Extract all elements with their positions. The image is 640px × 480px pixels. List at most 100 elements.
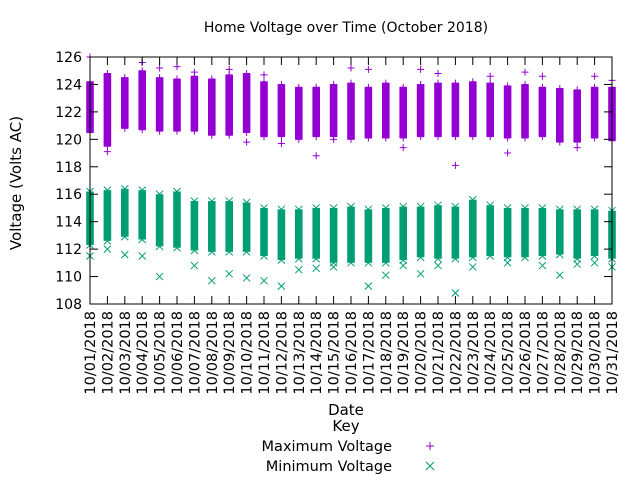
data-band-10/26/2018 [521, 207, 529, 258]
band-bottom-marker [260, 252, 268, 260]
y-tick-label: 108 [55, 297, 82, 313]
data-band-10/29/2018 [573, 209, 581, 259]
x-tick-label: 10/08/2018 [205, 311, 221, 395]
y-tick-label: 124 [55, 77, 82, 93]
band-bottom-marker [538, 252, 547, 260]
data-band-10/22/2018 [451, 83, 460, 137]
band-top-marker [590, 205, 599, 214]
data-band-10/20/2018 [416, 206, 425, 258]
band-top-marker [208, 75, 216, 83]
band-bottom-marker [591, 134, 599, 142]
legend: Key Maximum Voltage Minimum Voltage [262, 417, 435, 475]
data-band-10/11/2018 [260, 207, 268, 256]
data-band-10/17/2018 [364, 87, 373, 138]
band-bottom-marker [347, 258, 355, 267]
y-tick-label: 126 [55, 50, 82, 66]
band-bottom-marker [190, 246, 199, 255]
band-bottom-marker [242, 248, 251, 256]
band-bottom-marker [486, 133, 494, 141]
band-bottom-marker [382, 134, 390, 142]
y-tick-label: 118 [55, 160, 82, 176]
band-bottom-marker [207, 248, 216, 256]
band-top-marker [242, 198, 251, 207]
band-top-marker [468, 195, 477, 204]
x-tick-label: 10/20/2018 [414, 311, 430, 395]
outlier-point [364, 282, 373, 291]
data-band-10/02/2018 [103, 190, 112, 241]
outlier-point [277, 139, 285, 147]
outlier-point [555, 271, 564, 280]
band-top-marker [503, 204, 512, 212]
band-top-marker [156, 74, 164, 82]
legend-label-min: Minimum Voltage [266, 459, 392, 475]
data-band-10/05/2018 [155, 194, 164, 247]
band-bottom-marker [312, 133, 320, 141]
band-bottom-marker [243, 128, 251, 136]
outlier-point [521, 68, 529, 76]
band-top-marker [521, 80, 529, 88]
x-tick-label: 10/12/2018 [274, 311, 290, 395]
data-band-10/08/2018 [208, 201, 216, 252]
axes: 108 110 112 114 116 118 120 122 124 126 10/01/2018… [55, 50, 621, 395]
band-top-marker [207, 197, 216, 205]
data-band-10/24/2018 [486, 205, 494, 256]
legend-label-max: Maximum Voltage [262, 439, 393, 455]
y-axis-label: Voltage (Volts AC) [7, 116, 25, 250]
data-band-10/18/2018 [382, 207, 390, 263]
x-tick-label: 10/24/2018 [483, 311, 499, 395]
max-voltage-series [86, 53, 616, 169]
x-tick-label: 10/06/2018 [170, 311, 186, 395]
data-band-10/28/2018 [556, 209, 564, 255]
outlier-point [504, 149, 512, 157]
outlier-point [434, 261, 442, 270]
data-band-10/30/2018 [590, 209, 599, 256]
band-bottom-marker [173, 243, 181, 252]
band-top-marker [417, 80, 425, 88]
band-bottom-marker [294, 254, 303, 263]
outlier-point [329, 263, 338, 271]
outlier-point [399, 261, 408, 270]
outlier-point [590, 258, 599, 267]
band-top-marker [416, 202, 425, 211]
band-bottom-marker [156, 127, 164, 135]
band-top-marker [120, 184, 129, 193]
band-top-marker [538, 83, 546, 91]
outlier-point [330, 135, 338, 143]
band-top-marker [591, 83, 599, 91]
legend-title: Key [332, 417, 359, 435]
band-top-marker [555, 205, 564, 214]
data-band-10/10/2018 [242, 73, 251, 133]
band-top-marker [225, 197, 234, 205]
data-band-10/25/2018 [503, 85, 512, 138]
band-top-marker [364, 83, 372, 91]
outlier-point [538, 261, 547, 270]
x-tick-label: 10/01/2018 [83, 311, 99, 395]
band-bottom-marker [121, 124, 129, 132]
band-top-marker [486, 201, 495, 210]
data-band-10/14/2018 [312, 87, 320, 137]
data-band-10/07/2018 [190, 76, 199, 132]
band-bottom-marker [347, 135, 355, 143]
x-axis-label: Date [328, 401, 364, 419]
data-band-10/19/2018 [399, 206, 407, 261]
band-top-marker [312, 83, 320, 91]
band-top-marker [521, 204, 529, 212]
outlier-point [312, 264, 321, 273]
band-bottom-marker [138, 126, 146, 134]
data-band-10/13/2018 [295, 209, 303, 259]
band-bottom-marker [295, 135, 303, 143]
x-tick-label: 10/23/2018 [466, 311, 482, 395]
band-top-marker [138, 67, 146, 75]
outlier-point [260, 276, 268, 285]
outlier-point [225, 65, 233, 73]
data-band-10/04/2018 [138, 190, 146, 240]
x-tick-label: 10/29/2018 [570, 311, 586, 395]
x-tick-label: 10/10/2018 [240, 311, 256, 395]
band-top-marker [329, 204, 338, 212]
data-band-10/16/2018 [347, 206, 355, 263]
band-bottom-marker [173, 127, 181, 135]
outlier-point [294, 265, 303, 274]
x-tick-label: 10/13/2018 [292, 311, 308, 395]
data-band-10/21/2018 [434, 83, 442, 137]
band-bottom-marker [138, 235, 147, 244]
